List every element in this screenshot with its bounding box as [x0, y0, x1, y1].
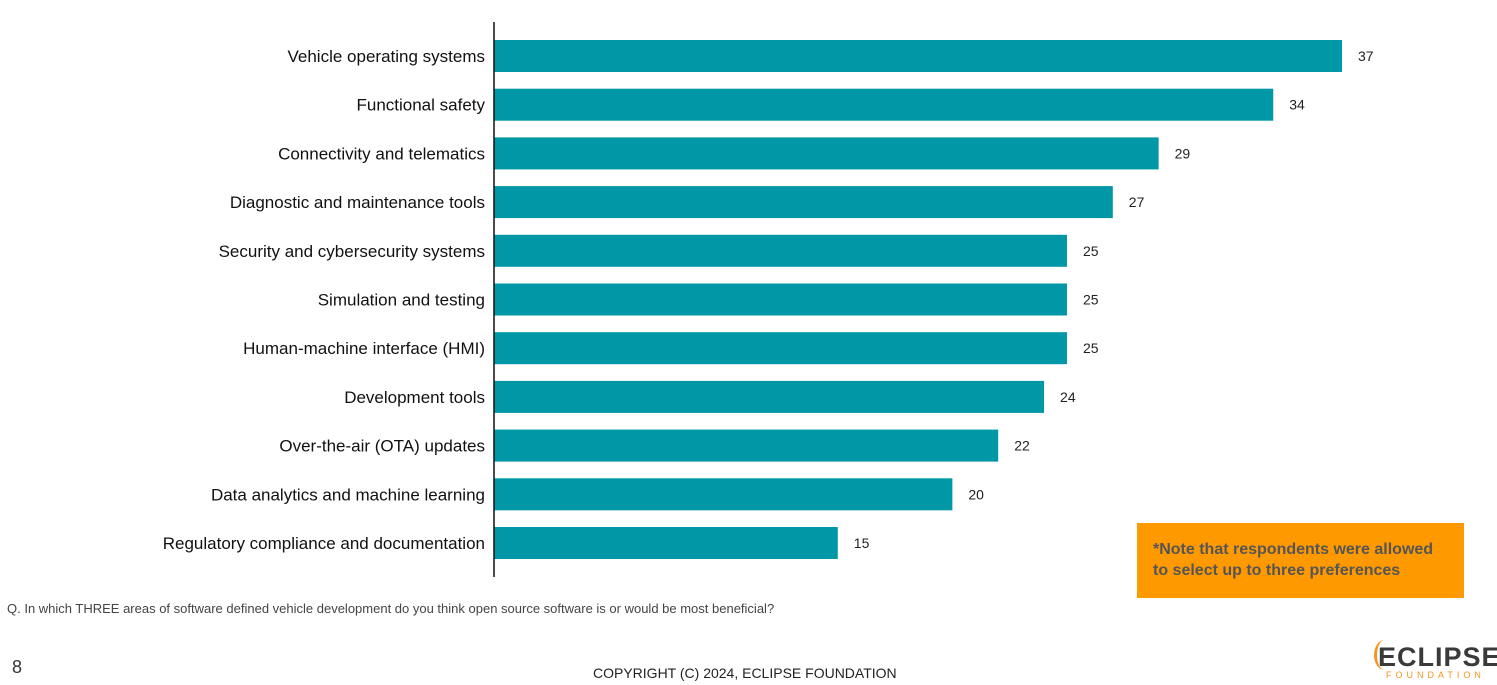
bar [494, 137, 1159, 170]
bar [494, 234, 1067, 267]
bar-chart: Vehicle operating systems 37 Functional sa… [163, 22, 1374, 577]
bar [494, 478, 953, 511]
copyright: COPYRIGHT (C) 2024, ECLIPSE FOUNDATION [593, 665, 897, 681]
bar [494, 186, 1113, 219]
category-label: Vehicle operating systems [288, 47, 486, 66]
bar [494, 380, 1045, 413]
category-label: Over-the-air (OTA) updates [279, 437, 485, 456]
bar [494, 527, 838, 559]
data-label: 22 [1014, 438, 1030, 454]
data-label: 25 [1083, 292, 1099, 308]
category-label: Human-machine interface (HMI) [243, 339, 485, 358]
note-box: *Note that respondents were allowed to s… [1137, 523, 1464, 598]
data-label: 25 [1083, 340, 1099, 356]
bar [494, 332, 1067, 365]
logo-name: ECLIPSE [1378, 642, 1497, 672]
category-label: Connectivity and telematics [278, 144, 485, 163]
data-label: 15 [854, 535, 870, 551]
bar [494, 88, 1274, 121]
bar [494, 283, 1067, 316]
category-label: Data analytics and machine learning [211, 485, 485, 504]
data-label: 37 [1358, 48, 1374, 64]
survey-question: Q. In which THREE areas of software defi… [7, 601, 775, 616]
data-label: 20 [968, 486, 984, 502]
bar [494, 40, 1342, 72]
category-label: Regulatory compliance and documentation [163, 534, 485, 553]
category-label: Diagnostic and maintenance tools [230, 193, 485, 212]
category-label: Functional safety [356, 96, 485, 115]
data-label: 29 [1175, 145, 1191, 161]
logo-sub: FOUNDATION [1386, 670, 1485, 680]
data-label: 34 [1289, 97, 1305, 113]
category-label: Security and cybersecurity systems [219, 242, 485, 261]
eclipse-foundation-logo: ECLIPSE FOUNDATION [1372, 640, 1497, 680]
data-label: 24 [1060, 389, 1076, 405]
bar [494, 429, 999, 462]
data-label: 27 [1129, 194, 1145, 210]
category-label: Simulation and testing [318, 291, 485, 310]
category-label: Development tools [344, 388, 485, 407]
data-label: 25 [1083, 243, 1099, 259]
logo-arc-icon [1374, 640, 1395, 670]
page-number: 8 [12, 657, 23, 677]
